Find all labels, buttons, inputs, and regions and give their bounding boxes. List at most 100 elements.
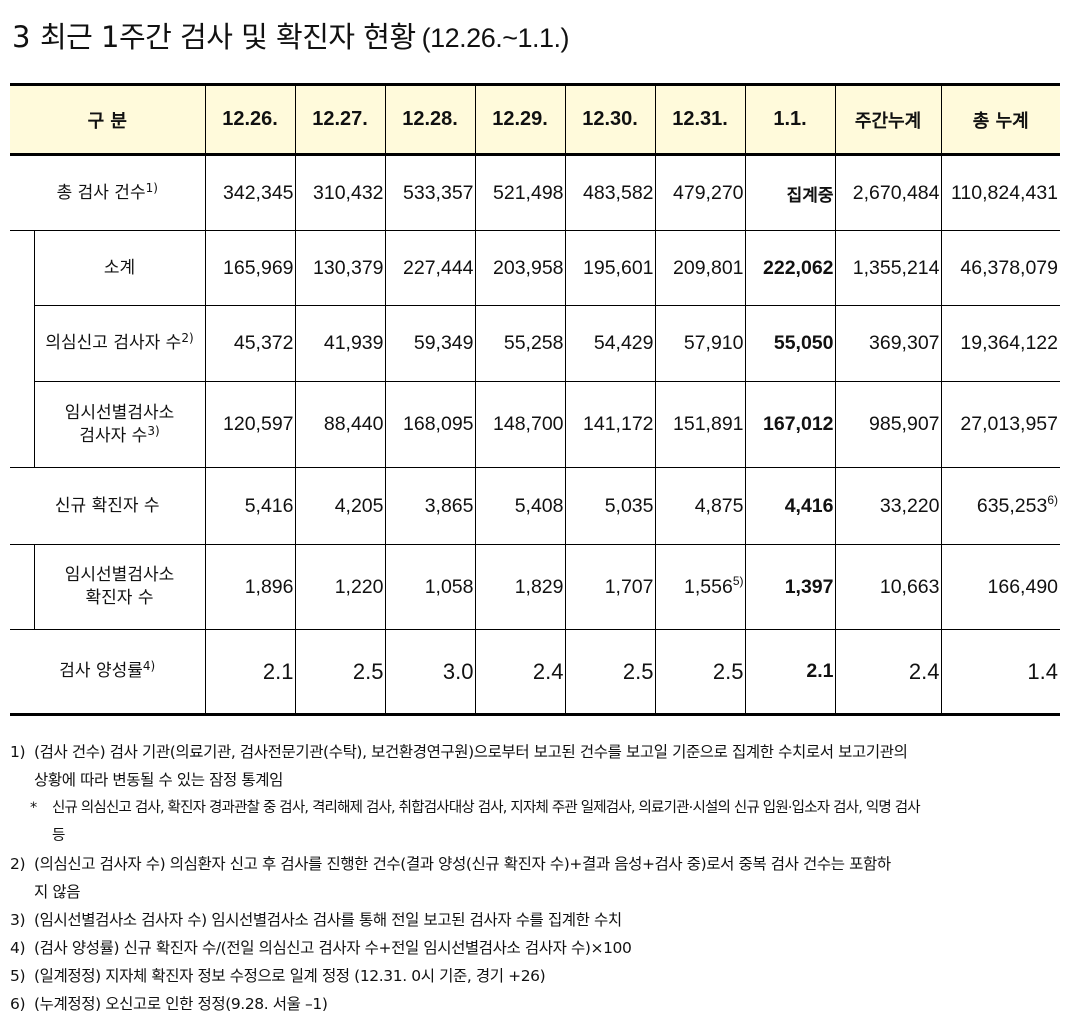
table-cell: 148,700 <box>474 381 566 468</box>
table-cell: 120,597 <box>204 381 296 468</box>
table-cell: 342,345 <box>204 154 296 231</box>
row-label: 의심신고 검사자 수2) <box>33 305 206 382</box>
indent-cell <box>10 230 35 468</box>
table-cell: 3.0 <box>384 629 476 716</box>
table-cell-latest: 55,050 <box>744 305 836 382</box>
table-cell-latest: 2.1 <box>744 629 836 716</box>
table-cell-total: 166,490 <box>940 544 1061 630</box>
table-cell-total: 1.4 <box>940 629 1061 716</box>
table-cell: 5,416 <box>204 467 296 545</box>
row-label: 신규 확진자 수 <box>10 467 206 545</box>
table-cell-latest: 167,012 <box>744 381 836 468</box>
table-cell-total: 110,824,431 <box>940 154 1061 231</box>
footnote: 2) (의심신고 검사자 수) 의심환자 신고 후 검사를 진행한 건수(결과 양… <box>10 855 891 901</box>
table-cell: 1,220 <box>294 544 386 630</box>
table-cell: 2.4 <box>474 629 566 716</box>
table-cell: 2.5 <box>294 629 386 716</box>
table-cell: 41,939 <box>294 305 386 382</box>
table-cell-weekly: 1,355,214 <box>834 230 942 306</box>
table-row: 임시선별검사소 검사자 수3) 120,597 88,440 168,095 14… <box>10 381 1061 468</box>
row-label: 소계 <box>33 230 206 306</box>
table-cell: 1,5565) <box>654 544 746 630</box>
footnote: 3) (임시선별검사소 검사자 수) 임시선별검사소 검사를 통해 전일 보고된 … <box>10 911 622 929</box>
header-date: 12.27. <box>294 83 386 156</box>
table-cell: 2.5 <box>564 629 656 716</box>
table-cell: 54,429 <box>564 305 656 382</box>
table-cell: 227,444 <box>384 230 476 306</box>
table-cell: 195,601 <box>564 230 656 306</box>
row-label: 임시선별검사소 검사자 수3) <box>33 381 206 468</box>
header-date: 12.31. <box>654 83 746 156</box>
table-cell: 1,829 <box>474 544 566 630</box>
table-cell: 521,498 <box>474 154 566 231</box>
table-cell: 130,379 <box>294 230 386 306</box>
header-date: 12.26. <box>204 83 296 156</box>
table-cell: 88,440 <box>294 381 386 468</box>
table-cell: 533,357 <box>384 154 476 231</box>
section-number: 3 <box>12 20 30 54</box>
table-cell-total: 27,013,957 <box>940 381 1061 468</box>
table-row: 검사 양성률4) 2.1 2.5 3.0 2.4 2.5 2.5 2.1 2.4… <box>10 629 1061 716</box>
table-cell-total: 46,378,079 <box>940 230 1061 306</box>
table-cell: 168,095 <box>384 381 476 468</box>
row-label: 총 검사 건수1) <box>10 154 206 231</box>
table-cell-latest: 집계중 <box>744 154 836 231</box>
table-cell: 45,372 <box>204 305 296 382</box>
table-cell: 3,865 <box>384 467 476 545</box>
table-row: 의심신고 검사자 수2) 45,372 41,939 59,349 55,258… <box>10 305 1061 382</box>
table-cell: 55,258 <box>474 305 566 382</box>
table-cell: 2.1 <box>204 629 296 716</box>
table-cell: 4,205 <box>294 467 386 545</box>
footnote: * 신규 의심신고 검사, 확진자 경과관찰 중 검사, 격리해제 검사, 취합검… <box>30 800 921 844</box>
page-title: 3 최근 1주간 검사 및 확진자 현황 (12.26.~1.1.) <box>12 14 570 56</box>
table-cell: 1,707 <box>564 544 656 630</box>
table-row: 신규 확진자 수 5,416 4,205 3,865 5,408 5,035 4… <box>10 467 1061 545</box>
header-row: 구 분 12.26. 12.27. 12.28. 12.29. 12.30. 1… <box>10 83 1061 156</box>
footnote: 6) (누계정정) 오신고로 인한 정정(9.28. 서울 –1) <box>10 995 328 1013</box>
table-cell: 1,058 <box>384 544 476 630</box>
table-cell: 479,270 <box>654 154 746 231</box>
table-cell: 141,172 <box>564 381 656 468</box>
table-cell: 209,801 <box>654 230 746 306</box>
table-cell: 5,408 <box>474 467 566 545</box>
table-cell: 57,910 <box>654 305 746 382</box>
footnote: 1) (검사 건수) 검사 기관(의료기관, 검사전문기관(수탁), 보건환경연구… <box>10 743 908 789</box>
table-row: 임시선별검사소 확진자 수 1,896 1,220 1,058 1,829 1,7… <box>10 544 1061 630</box>
table-cell-weekly: 33,220 <box>834 467 942 545</box>
header-label: 구 분 <box>10 83 206 156</box>
footnotes: 1) (검사 건수) 검사 기관(의료기관, 검사전문기관(수탁), 보건환경연구… <box>10 738 1078 1018</box>
table-cell-total: 635,2536) <box>940 467 1061 545</box>
table-cell-weekly: 369,307 <box>834 305 942 382</box>
header-grand-total: 총 누계 <box>940 83 1061 156</box>
table-cell-latest: 222,062 <box>744 230 836 306</box>
row-label: 검사 양성률4) <box>10 629 206 716</box>
table-cell-total: 19,364,122 <box>940 305 1061 382</box>
table-cell-weekly: 10,663 <box>834 544 942 630</box>
table-cell: 4,875 <box>654 467 746 545</box>
header-date: 12.30. <box>564 83 656 156</box>
table-cell-latest: 4,416 <box>744 467 836 545</box>
row-label: 임시선별검사소 확진자 수 <box>33 544 206 630</box>
table-row: 총 검사 건수1) 342,345 310,432 533,357 521,49… <box>10 154 1061 231</box>
table-cell: 310,432 <box>294 154 386 231</box>
table-cell: 151,891 <box>654 381 746 468</box>
table-cell-weekly: 2,670,484 <box>834 154 942 231</box>
table-cell-latest: 1,397 <box>744 544 836 630</box>
header-date: 1.1. <box>744 83 836 156</box>
header-date: 12.28. <box>384 83 476 156</box>
table-cell-weekly: 2.4 <box>834 629 942 716</box>
header-date: 12.29. <box>474 83 566 156</box>
table-cell-weekly: 985,907 <box>834 381 942 468</box>
table-cell: 483,582 <box>564 154 656 231</box>
header-weekly-total: 주간누계 <box>834 83 942 156</box>
table-cell: 5,035 <box>564 467 656 545</box>
footnote: 4) (검사 양성률) 신규 확진자 수/(전일 의심신고 검사자 수+전일 임시… <box>10 939 632 957</box>
indent-cell <box>10 544 35 630</box>
table-cell: 59,349 <box>384 305 476 382</box>
table-cell: 203,958 <box>474 230 566 306</box>
table-cell: 165,969 <box>204 230 296 306</box>
title-text: 최근 1주간 검사 및 확진자 현황 <box>39 20 416 54</box>
table-cell: 2.5 <box>654 629 746 716</box>
table-cell: 1,896 <box>204 544 296 630</box>
table-row: 소계 165,969 130,379 227,444 203,958 195,6… <box>10 230 1061 468</box>
